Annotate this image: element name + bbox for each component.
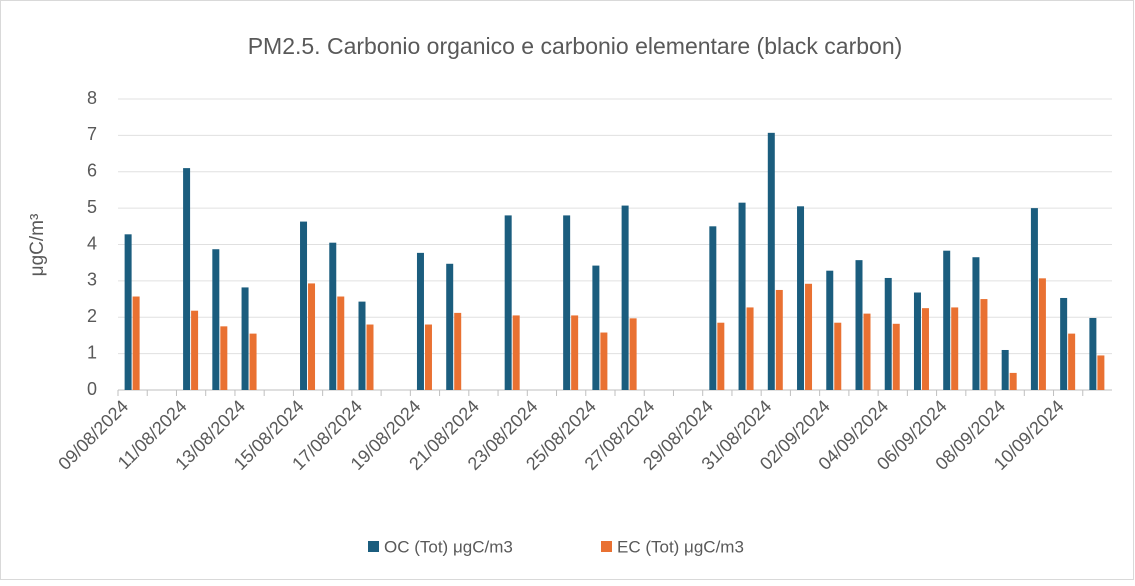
y-tick-label: 8 (87, 88, 97, 108)
bar (767, 132, 775, 391)
bar (212, 249, 220, 390)
bar (512, 315, 520, 390)
y-tick-label: 5 (87, 197, 97, 217)
bar (972, 257, 980, 390)
bar (124, 234, 132, 390)
bar (834, 322, 842, 390)
bar (308, 283, 316, 390)
bar (416, 252, 424, 390)
bar (1068, 333, 1076, 390)
y-tick-label: 7 (87, 124, 97, 144)
bar (592, 265, 600, 390)
legend-swatch (368, 541, 379, 552)
bar (446, 263, 454, 390)
legend-swatch (601, 541, 612, 552)
bar (249, 333, 257, 390)
bar (621, 205, 629, 390)
y-tick-label: 2 (87, 306, 97, 326)
bar (132, 296, 140, 390)
bar (1089, 317, 1097, 390)
bar (805, 283, 813, 390)
bar (855, 260, 863, 390)
y-axis-label: μgC/m³ (27, 214, 48, 277)
legend-label: EC (Tot) μgC/m3 (617, 537, 744, 556)
bar (241, 287, 249, 390)
bar (191, 310, 199, 390)
bar (337, 296, 345, 390)
bar (454, 312, 462, 390)
y-tick-label: 1 (87, 342, 97, 362)
bar (951, 307, 959, 390)
chart-title: PM2.5. Carbonio organico e carbonio elem… (248, 33, 903, 59)
bar (1060, 297, 1068, 390)
y-tick-label: 4 (87, 233, 97, 253)
bar (1038, 278, 1046, 390)
bar (629, 318, 637, 390)
bar (913, 292, 921, 390)
bar (600, 332, 608, 390)
bar (1030, 208, 1038, 390)
bar (300, 221, 308, 390)
bar (329, 242, 337, 390)
bar (424, 324, 432, 390)
bar (797, 206, 805, 390)
bar (943, 250, 951, 390)
bar (366, 324, 374, 390)
y-tick-label: 3 (87, 270, 97, 290)
bar (775, 289, 783, 390)
bar (892, 323, 900, 390)
bar (717, 322, 725, 390)
legend-label: OC (Tot) μgC/m3 (384, 537, 513, 556)
bar (921, 308, 929, 390)
bar (863, 313, 871, 390)
bar (504, 215, 512, 390)
bar (1009, 372, 1017, 390)
bar (563, 215, 571, 390)
bar (358, 301, 366, 390)
y-tick-label: 0 (87, 379, 97, 399)
bar (826, 270, 834, 390)
bar (1097, 355, 1105, 390)
bar (980, 299, 988, 390)
bar (746, 307, 754, 390)
bar (884, 277, 892, 390)
bar (571, 315, 579, 390)
bar (183, 168, 191, 390)
y-tick-label: 6 (87, 161, 97, 181)
bar (709, 226, 717, 390)
bar (220, 326, 228, 390)
bar (1001, 349, 1009, 390)
bar (738, 202, 746, 390)
